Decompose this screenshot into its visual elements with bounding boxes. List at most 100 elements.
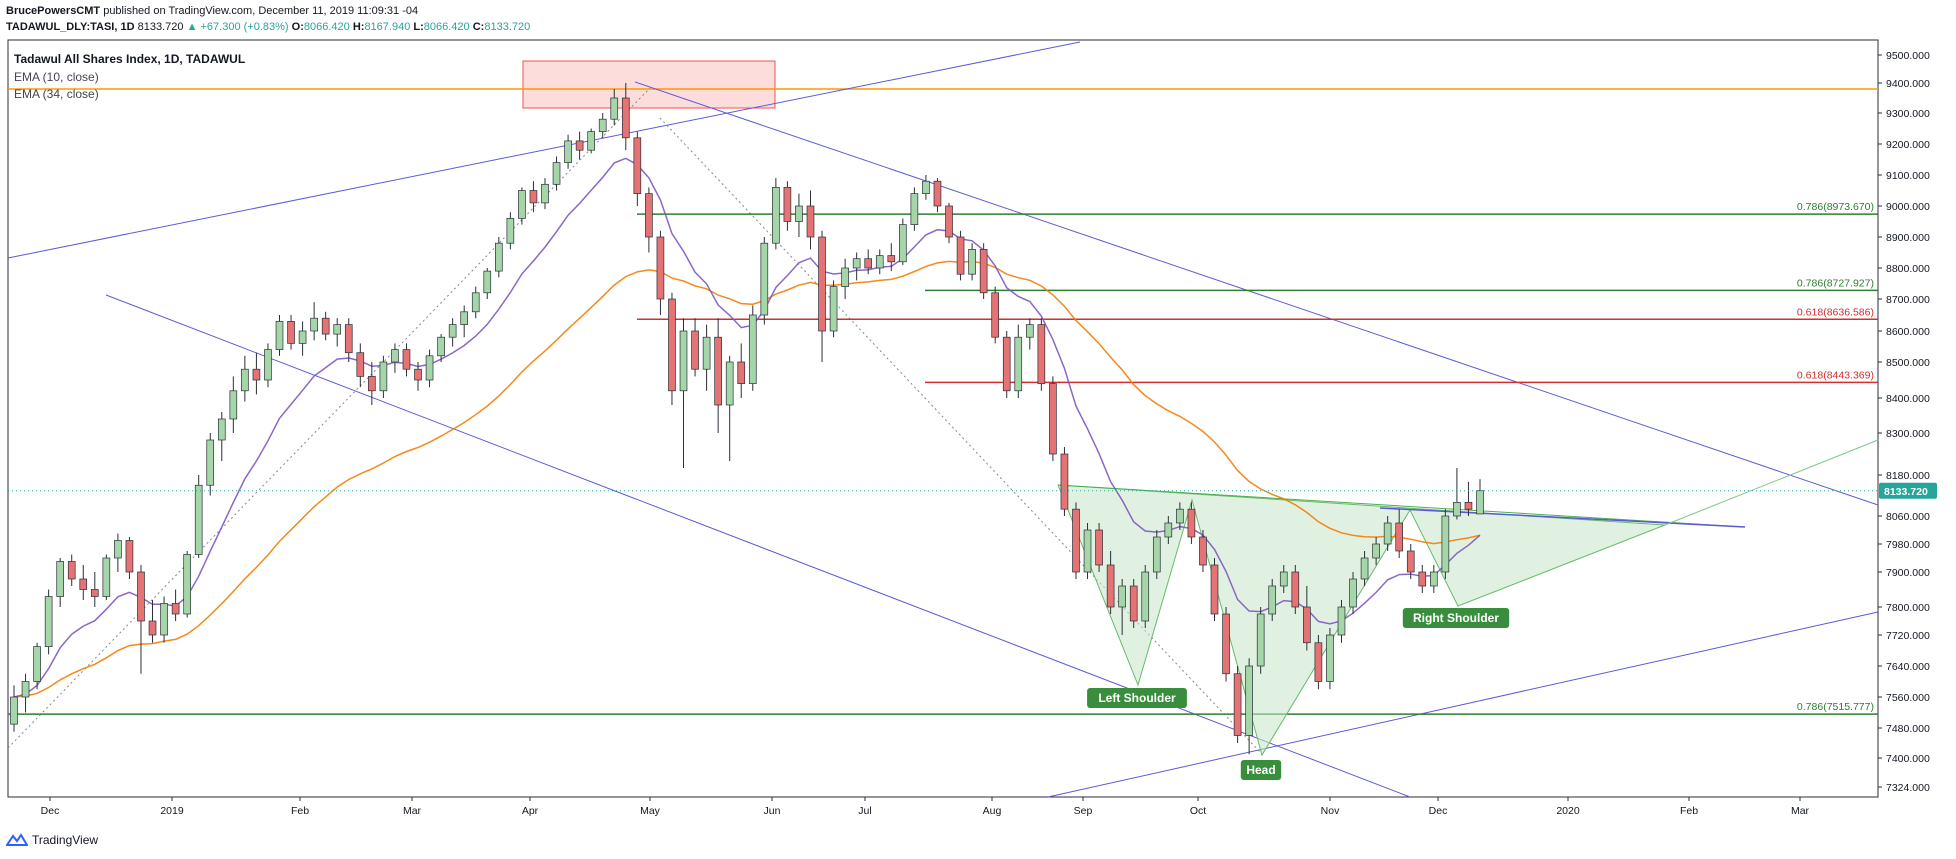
fib-level-label: 0.786(7515.777) (1797, 701, 1874, 713)
candle (1176, 508, 1184, 524)
close-label: C: (472, 21, 485, 33)
candle (714, 336, 722, 406)
downtrend-line[interactable] (634, 81, 1879, 506)
x-tick-label: 2020 (1556, 805, 1580, 817)
candle (829, 286, 838, 332)
open-value: 8066.420 (303, 21, 350, 33)
inverse-head-shoulders-pattern[interactable] (1057, 484, 1666, 757)
candle (1037, 324, 1046, 384)
left-shoulder-label-badge[interactable] (1087, 688, 1187, 708)
candle (1406, 550, 1415, 573)
channel-upper-trendline[interactable] (7, 41, 1081, 259)
head-label-badge[interactable] (1240, 760, 1282, 780)
x-tick-label: Dec (1429, 805, 1448, 817)
x-tick-label: Jul (858, 805, 871, 817)
fib-level-label: 0.618(8443.369) (1797, 369, 1874, 381)
candle (1106, 564, 1115, 608)
x-tick-label: Mar (1791, 805, 1810, 817)
candle (310, 317, 318, 332)
candle (1453, 501, 1461, 517)
candle (448, 324, 457, 338)
y-tick-label: 7480.000 (1886, 723, 1930, 735)
candle (564, 140, 572, 163)
chart-legend: Tadawul All Shares Index, 1D, TADAWUL EM… (14, 52, 245, 101)
y-tick-label: 7720.000 (1886, 630, 1930, 642)
symbol-ohlc-bar: TADAWUL_DLY:TASI, 1D 8133.720 ▲ +67.300 … (6, 20, 530, 35)
candle (1279, 571, 1288, 587)
candle (1268, 585, 1277, 615)
legend-ema34[interactable]: EMA (34, close) (14, 87, 99, 101)
candle (1152, 536, 1161, 573)
candle (67, 561, 76, 580)
target-projection-line[interactable] (1664, 439, 1879, 526)
candle (437, 336, 445, 357)
candle (725, 361, 734, 406)
x-tick-label: May (640, 805, 661, 817)
candle (1164, 522, 1173, 538)
y-tick-label: 7400.000 (1886, 753, 1930, 765)
neckline[interactable] (1057, 484, 1746, 528)
candle (656, 236, 665, 300)
fib-level-label: 0.618(8636.586) (1797, 306, 1874, 318)
y-tick-label: 7324.000 (1886, 782, 1930, 794)
ema10-line[interactable] (13, 157, 1481, 698)
candle (1256, 613, 1265, 667)
supply-zone-box[interactable] (522, 60, 776, 109)
symbol-name[interactable]: TADAWUL_DLY:TASI, 1D (6, 21, 135, 33)
high-label: H: (352, 21, 365, 33)
candle (945, 205, 953, 238)
candle (1383, 522, 1392, 545)
fib-guide-dotted[interactable] (7, 87, 651, 749)
fib-level-label: 0.786(8973.670) (1797, 201, 1874, 213)
candle (598, 118, 607, 132)
candle (587, 131, 595, 151)
candle (1349, 578, 1357, 608)
candle (252, 368, 261, 381)
candle (33, 646, 41, 682)
x-tick-label: Feb (291, 805, 309, 817)
candle (241, 368, 249, 392)
candle (899, 224, 907, 263)
candle (1072, 508, 1080, 573)
channel-lower-trendline[interactable] (105, 294, 1411, 798)
candle (90, 589, 99, 597)
candle (1464, 501, 1473, 510)
candle (21, 681, 30, 698)
candle (1222, 613, 1230, 675)
candle (1476, 490, 1484, 515)
candle (702, 336, 711, 370)
publisher-name[interactable]: BrucePowersCMT (6, 5, 101, 17)
right-shoulder-label-badge[interactable] (1402, 608, 1510, 628)
candle (575, 140, 584, 151)
y-tick-label: 7640.000 (1886, 661, 1930, 673)
candle (495, 242, 503, 272)
candle (44, 596, 53, 647)
candle (875, 255, 884, 269)
tradingview-logo-icon (6, 833, 28, 846)
candle (887, 255, 896, 263)
left-shoulder-label: Left Shoulder (1098, 691, 1176, 705)
fib-guide-dotted[interactable] (659, 117, 1261, 753)
candle (1095, 529, 1103, 566)
fib-level-label: 0.786(8727.927) (1797, 277, 1874, 289)
ema34-line[interactable] (13, 260, 1481, 698)
legend-ema10[interactable]: EMA (10, close) (14, 70, 99, 84)
neckline-breakout-line[interactable] (1379, 507, 1746, 528)
y-tick-label: 9200.000 (1886, 139, 1930, 151)
candle (795, 205, 803, 222)
candle (321, 317, 330, 335)
tradingview-footer[interactable]: TradingView (6, 833, 98, 847)
y-tick-label: 9100.000 (1886, 170, 1930, 182)
candle (460, 311, 469, 325)
y-tick-label: 8600.000 (1886, 326, 1930, 338)
candle (264, 349, 272, 381)
support-trendline[interactable] (1047, 611, 1879, 798)
candle (137, 571, 145, 622)
candle (114, 540, 122, 559)
x-tick-label: Dec (41, 805, 60, 817)
candle (506, 218, 515, 244)
y-tick-label: 7800.000 (1886, 602, 1930, 614)
candle (194, 484, 203, 555)
current-price-label: 8133.720 (1884, 486, 1928, 498)
